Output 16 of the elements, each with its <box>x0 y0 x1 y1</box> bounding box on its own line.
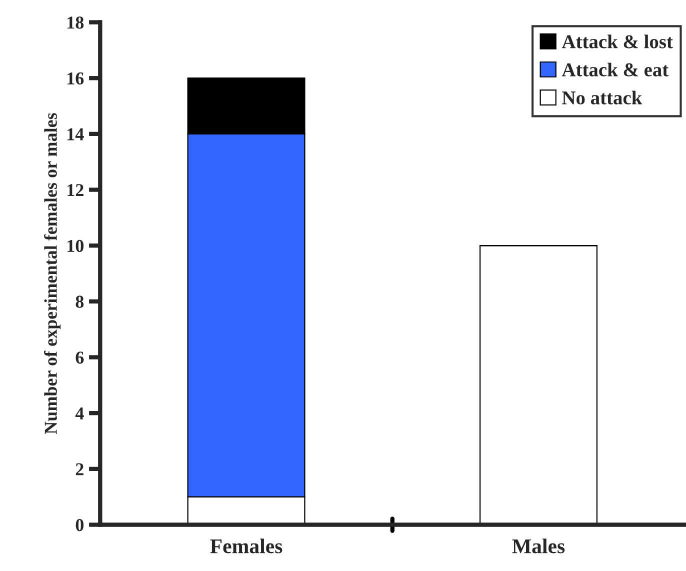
y-tick-label: 0 <box>76 519 84 532</box>
y-tick-label: 10 <box>68 240 84 252</box>
y-tick-label: 6 <box>76 352 84 364</box>
legend-label: Attack & eat <box>562 62 669 76</box>
legend-label: Attack & lost <box>562 34 673 48</box>
x-tick-label: Females <box>210 538 282 554</box>
y-tick-label: 16 <box>68 72 84 85</box>
y-tick-label: 4 <box>75 407 84 420</box>
y-tick-label: 14 <box>68 128 84 140</box>
x-tick-label: Males <box>512 538 565 554</box>
y-tick-label: 12 <box>68 184 84 196</box>
y-tick-label: 18 <box>68 16 84 29</box>
y-axis-title: Number of experimental females or males <box>44 113 61 434</box>
y-tick-label: 2 <box>76 463 84 476</box>
y-tick-label: 8 <box>76 296 84 308</box>
legend-label: No attack <box>562 90 642 104</box>
